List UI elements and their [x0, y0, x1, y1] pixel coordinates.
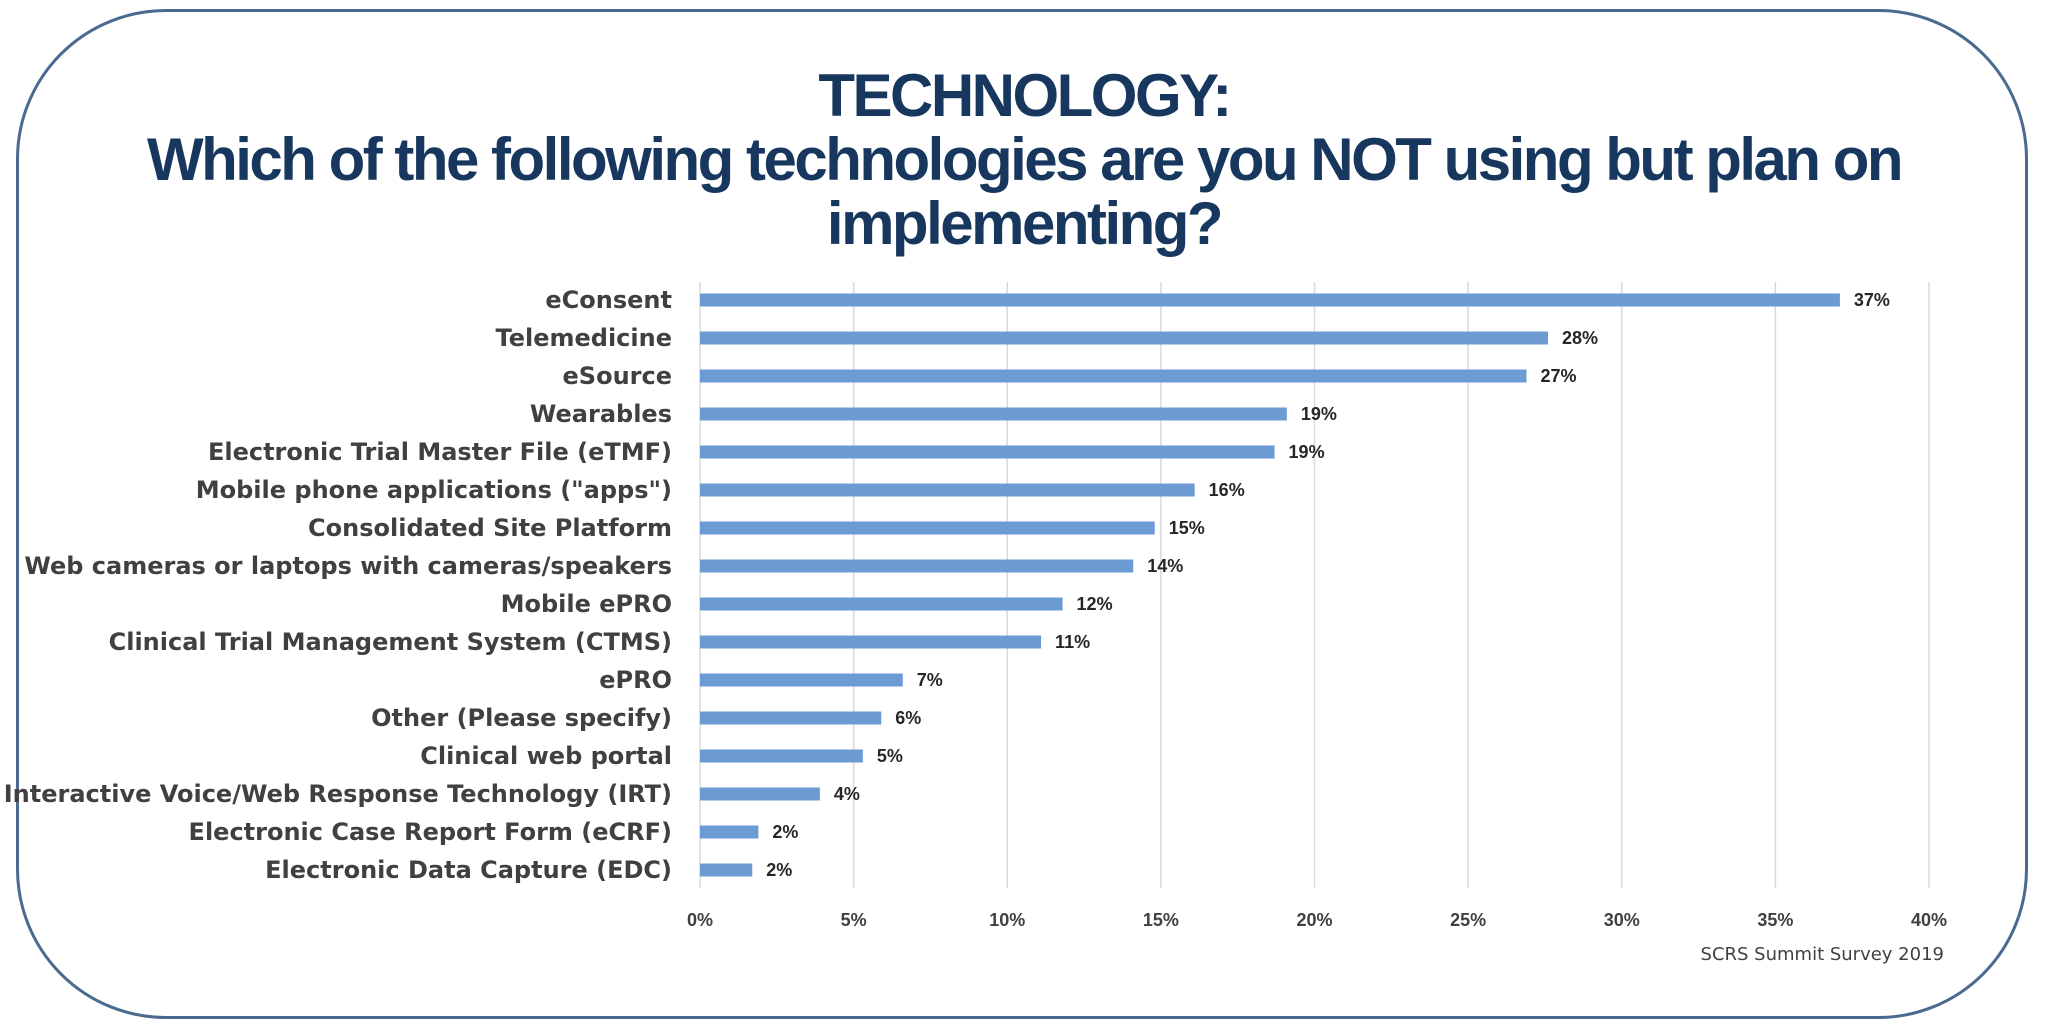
- data-label: 2%: [772, 822, 798, 842]
- bar: [700, 445, 1275, 459]
- category-label: Wearables: [530, 400, 672, 428]
- chart-title: TECHNOLOGY: Which of the following techn…: [0, 64, 2048, 256]
- data-label: 14%: [1147, 556, 1183, 576]
- data-label: 12%: [1077, 594, 1113, 614]
- x-tick-label: 10%: [989, 910, 1025, 930]
- x-tick-label: 15%: [1143, 910, 1179, 930]
- title-line-2: Which of the following technologies are …: [146, 126, 1904, 193]
- bar: [700, 787, 820, 801]
- title-line-1: TECHNOLOGY:: [818, 62, 1232, 129]
- category-label: Clinical Trial Management System (CTMS): [109, 628, 672, 656]
- bar: [700, 331, 1549, 345]
- category-label: eConsent: [545, 286, 672, 314]
- category-label: Clinical web portal: [420, 742, 672, 770]
- x-tick-label: 35%: [1757, 910, 1793, 930]
- category-label: Telemedicine: [496, 324, 672, 352]
- data-label: 19%: [1289, 442, 1325, 462]
- bar: [700, 825, 759, 839]
- x-tick-label: 20%: [1296, 910, 1332, 930]
- data-label: 7%: [917, 670, 943, 690]
- title-line-3: implementing?: [826, 190, 1224, 257]
- data-label: 6%: [895, 708, 921, 728]
- category-label: Other (Please specify): [371, 704, 672, 732]
- data-label: 5%: [877, 746, 903, 766]
- category-label: Electronic Trial Master File (eTMF): [208, 438, 672, 466]
- category-label: Mobile phone applications ("apps"): [196, 476, 672, 504]
- data-label: 28%: [1562, 328, 1598, 348]
- bar: [700, 483, 1195, 497]
- bar: [700, 597, 1063, 611]
- category-label: Web cameras or laptops with cameras/spea…: [24, 552, 672, 580]
- bar: [700, 559, 1134, 573]
- data-label: 11%: [1055, 632, 1090, 652]
- category-label: Consolidated Site Platform: [308, 514, 672, 542]
- data-label: 2%: [766, 860, 792, 880]
- bar: [700, 749, 863, 763]
- bar: [700, 369, 1527, 383]
- category-label: ePRO: [599, 666, 672, 694]
- data-label: 27%: [1541, 366, 1577, 386]
- data-label: 19%: [1301, 404, 1337, 424]
- rounded-frame: [16, 9, 2028, 1019]
- bar: [700, 407, 1287, 421]
- data-label: 37%: [1854, 290, 1890, 310]
- bar: [700, 863, 753, 877]
- bar: [700, 521, 1155, 535]
- data-label: 15%: [1169, 518, 1205, 538]
- category-label: eSource: [563, 362, 672, 390]
- source-note: SCRS Summit Survey 2019: [1700, 944, 1944, 965]
- bar: [700, 673, 903, 687]
- x-tick-label: 5%: [841, 910, 867, 930]
- x-tick-label: 0%: [687, 910, 713, 930]
- x-tick-label: 30%: [1604, 910, 1640, 930]
- data-label: 4%: [834, 784, 860, 804]
- category-label: Electronic Data Capture (EDC): [265, 856, 672, 884]
- x-tick-label: 25%: [1450, 910, 1486, 930]
- x-tick-label: 40%: [1911, 910, 1947, 930]
- category-label: Electronic Case Report Form (eCRF): [189, 818, 672, 846]
- bar: [700, 635, 1042, 649]
- bar: [700, 711, 882, 725]
- category-label: Mobile ePRO: [501, 590, 672, 618]
- category-label: Interactive Voice/Web Response Technolog…: [4, 780, 672, 808]
- data-label: 16%: [1209, 480, 1245, 500]
- bar: [700, 293, 1840, 307]
